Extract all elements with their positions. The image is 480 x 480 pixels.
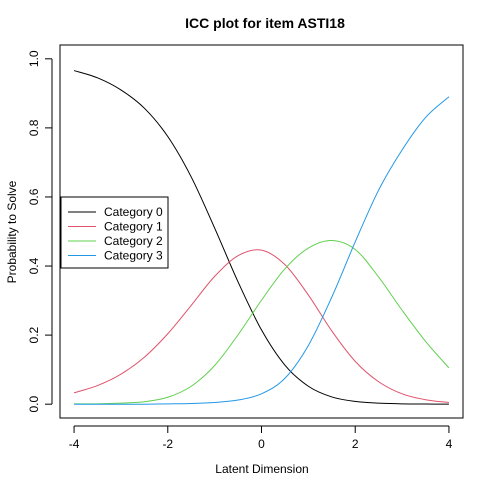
y-axis: 0.0 0.2 0.4 0.6 0.8 1.0 — [27, 50, 53, 413]
y-tick-label: 0.0 — [27, 396, 41, 413]
x-axis: -4 -2 0 2 4 — [69, 425, 453, 451]
plot-frame — [59, 44, 464, 419]
legend-label-category-0: Category 0 — [104, 205, 163, 219]
y-tick-label: 1.0 — [27, 50, 41, 67]
y-tick-label: 0.4 — [27, 257, 41, 274]
series-line-category-0 — [73, 70, 449, 405]
x-tick-label: 0 — [258, 437, 265, 451]
x-tick-label: -4 — [69, 437, 80, 451]
legend-box — [60, 196, 169, 269]
x-tick-label: -2 — [162, 437, 173, 451]
series-lines — [73, 70, 450, 405]
legend-label-category-2: Category 2 — [104, 234, 163, 248]
x-axis-label: Latent Dimension — [215, 462, 308, 476]
series-line-category-2 — [74, 239, 450, 405]
y-axis-label: Probability to Solve — [5, 180, 19, 283]
x-tick-label: 2 — [352, 437, 359, 451]
series-line-category-3 — [74, 96, 450, 405]
y-tick-label: 0.6 — [27, 188, 41, 205]
series-line-category-1 — [73, 249, 449, 403]
chart-title: ICC plot for item ASTI18 — [185, 15, 345, 31]
legend-label-category-1: Category 1 — [104, 220, 163, 234]
x-tick-label: 4 — [446, 437, 453, 451]
legend-label-category-3: Category 3 — [104, 249, 163, 263]
y-tick-label: 0.2 — [27, 326, 41, 343]
y-tick-label: 0.8 — [27, 119, 41, 136]
